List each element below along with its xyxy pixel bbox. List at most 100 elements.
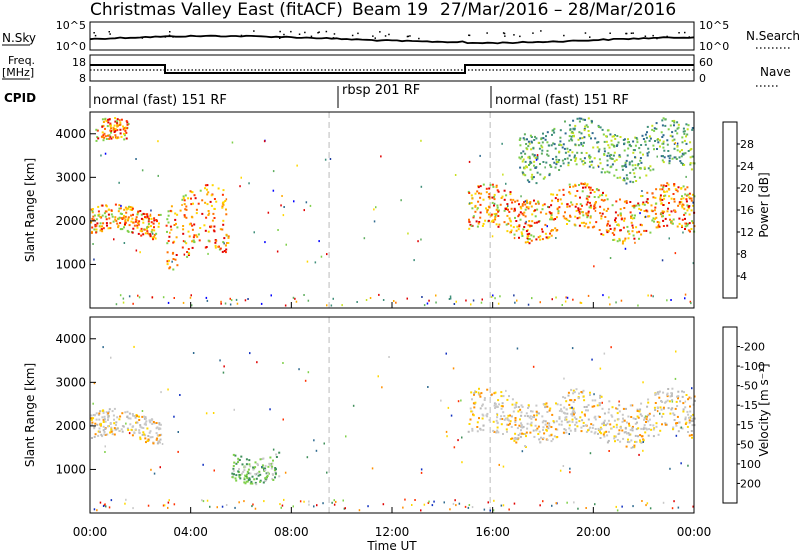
data-cell	[563, 147, 566, 150]
data-cell	[501, 405, 504, 408]
data-cell	[102, 227, 105, 230]
nsky-dot	[333, 33, 336, 35]
nsky-dot	[374, 37, 376, 39]
data-cell	[559, 165, 562, 168]
data-cell	[640, 161, 643, 164]
data-cell	[586, 214, 589, 217]
data-cell	[672, 412, 675, 415]
date-range: 27/Mar/2016 – 28/Mar/2016	[440, 0, 676, 20]
data-cell	[613, 151, 616, 154]
data-cell	[192, 239, 195, 242]
data-cell	[627, 237, 630, 240]
data-cell	[488, 195, 491, 198]
data-cell	[541, 228, 543, 231]
data-cell	[516, 437, 519, 440]
data-cell	[186, 251, 189, 253]
data-cell	[146, 427, 149, 430]
colorbar-tick-label: 28	[740, 138, 754, 151]
data-cell	[506, 203, 509, 206]
data-cell	[622, 417, 624, 420]
data-cell	[113, 407, 116, 410]
data-cell	[563, 217, 566, 220]
data-cell	[215, 200, 218, 203]
data-cell	[614, 440, 616, 443]
data-cell	[269, 463, 271, 466]
scatter-cell	[225, 504, 228, 506]
data-cell	[618, 155, 621, 158]
data-cell	[604, 171, 606, 174]
data-cell	[507, 414, 510, 417]
scatter-cell	[649, 507, 652, 510]
data-cell	[124, 223, 126, 226]
data-cell	[155, 219, 158, 221]
data-cell	[682, 197, 685, 200]
data-cell	[188, 252, 191, 255]
data-cell	[686, 425, 689, 428]
data-cell	[247, 468, 250, 471]
data-cell	[619, 176, 622, 179]
data-cell	[570, 388, 573, 391]
data-cell	[654, 392, 657, 395]
data-cell	[693, 395, 696, 398]
data-cell	[137, 232, 140, 235]
data-cell	[556, 193, 559, 196]
data-cell	[631, 205, 634, 208]
data-cell	[670, 210, 673, 213]
data-cell	[510, 438, 512, 440]
data-cell	[150, 225, 152, 228]
data-cell	[553, 143, 556, 146]
scatter-cell	[132, 302, 134, 305]
scatter-cell	[303, 500, 305, 503]
data-cell	[681, 225, 683, 228]
data-cell	[108, 137, 111, 140]
data-cell	[661, 415, 663, 418]
data-cell	[647, 401, 650, 404]
data-cell	[185, 205, 188, 208]
data-cell	[525, 147, 528, 150]
data-cell	[591, 132, 594, 135]
scatter-cell	[133, 345, 135, 348]
data-cell	[478, 417, 480, 420]
data-cell	[120, 428, 123, 431]
data-cell	[626, 225, 629, 228]
data-cell	[105, 218, 108, 221]
data-cell	[527, 140, 530, 143]
data-cell	[469, 407, 472, 410]
data-cell	[497, 190, 500, 193]
data-cell	[562, 143, 565, 146]
data-cell	[685, 200, 688, 203]
data-cell	[91, 217, 94, 220]
data-cell	[139, 229, 142, 232]
data-cell	[478, 221, 481, 223]
data-cell	[120, 217, 123, 220]
data-cell	[567, 394, 570, 397]
scatter-cell	[562, 465, 565, 467]
scatter-cell	[644, 215, 647, 218]
data-cell	[207, 214, 210, 216]
data-cell	[520, 404, 523, 407]
scatter-cell	[239, 185, 241, 188]
data-cell	[634, 214, 636, 217]
data-cell	[515, 229, 518, 232]
data-cell	[278, 451, 281, 454]
scatter-cell	[650, 294, 652, 297]
data-cell	[550, 214, 553, 216]
scatter-cell	[644, 415, 647, 418]
data-cell	[259, 479, 262, 482]
scatter-cell	[233, 408, 235, 411]
data-cell	[587, 418, 590, 421]
data-cell	[535, 221, 538, 224]
nsky-dot	[486, 32, 488, 34]
data-cell	[535, 404, 538, 407]
scatter-cell	[465, 299, 467, 302]
data-cell	[508, 217, 511, 220]
data-cell	[585, 152, 588, 154]
data-cell	[505, 223, 508, 226]
data-cell	[493, 404, 496, 407]
cpid-segment-2: rbsp 201 RF	[342, 83, 420, 98]
data-cell	[607, 152, 610, 155]
data-cell	[604, 216, 607, 218]
data-cell	[158, 434, 161, 437]
scatter-cell	[119, 294, 122, 297]
data-cell	[691, 417, 694, 420]
